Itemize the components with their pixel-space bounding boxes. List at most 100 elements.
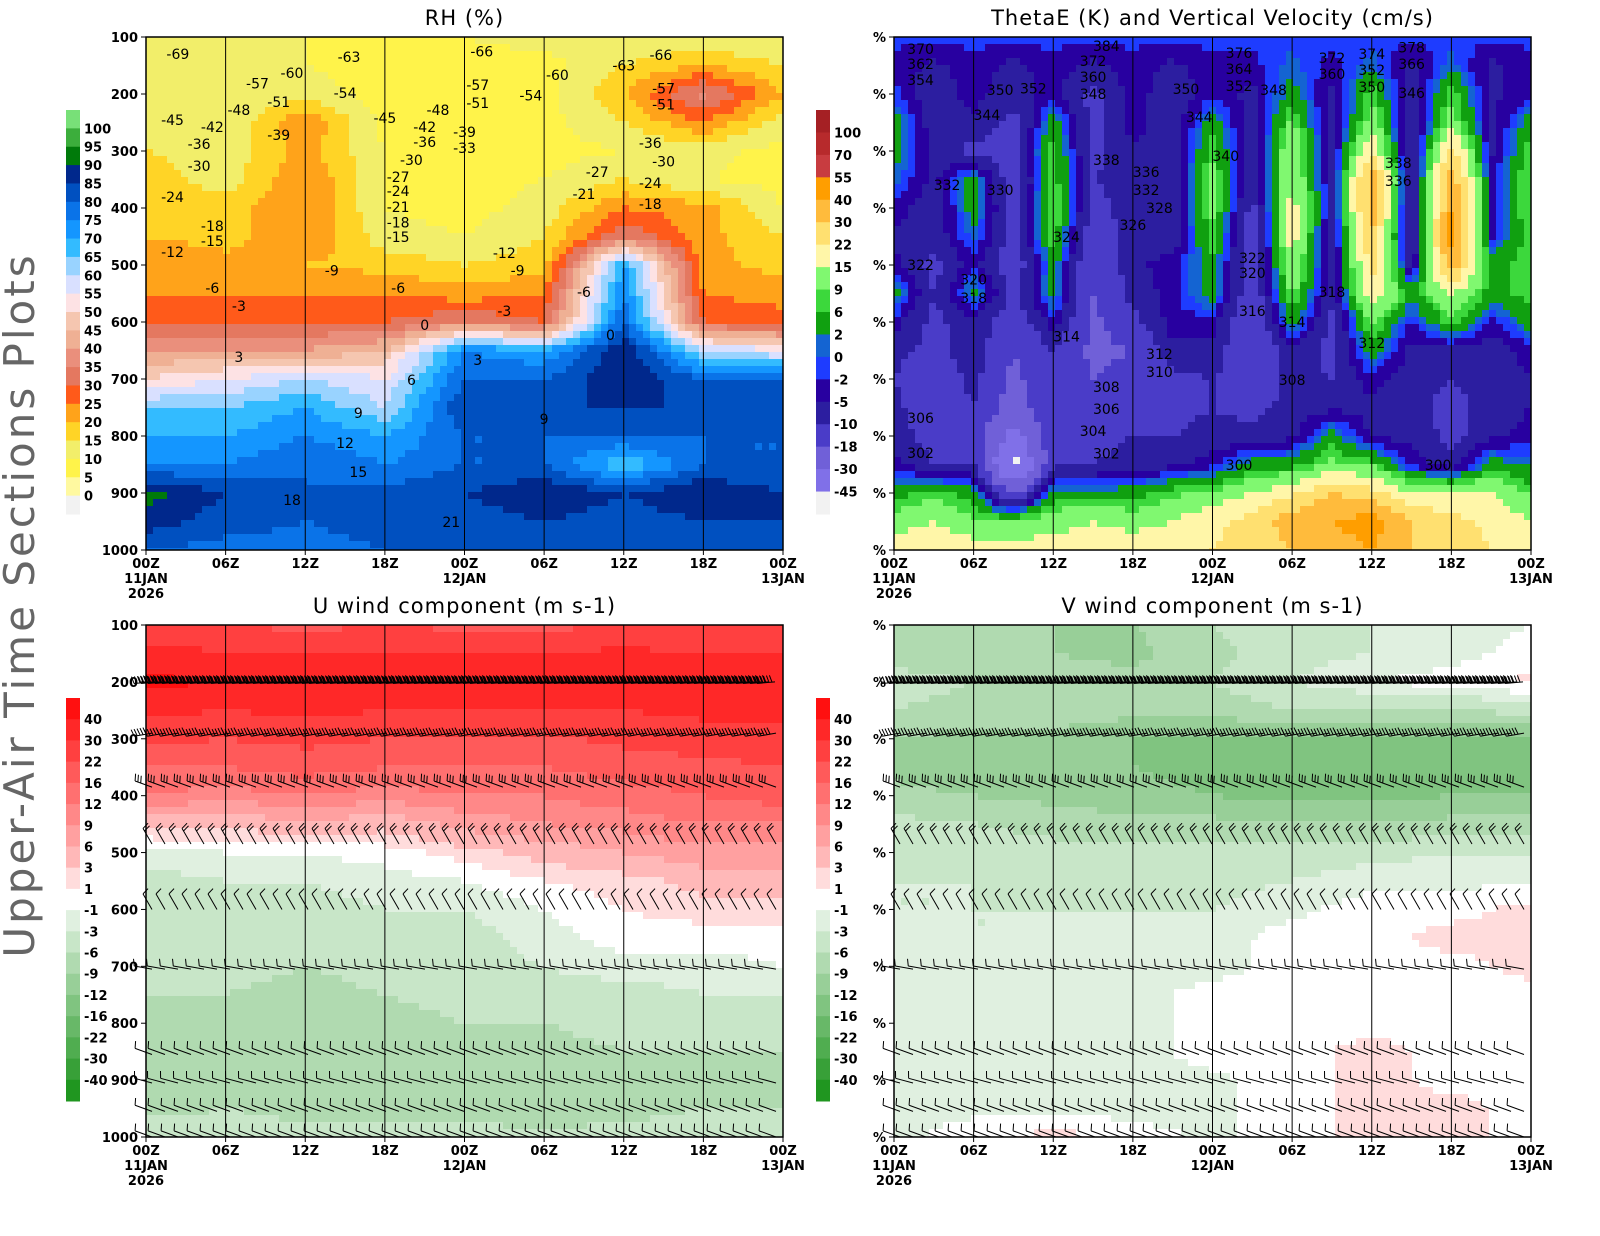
field-cell	[391, 415, 399, 423]
field-cell	[531, 93, 539, 101]
field-cell	[405, 93, 413, 101]
field-cell	[405, 310, 413, 318]
field-cell	[727, 184, 735, 192]
field-cell	[321, 51, 329, 59]
field-cell	[622, 254, 630, 262]
field-cell	[699, 380, 707, 388]
field-cell	[643, 205, 651, 213]
field-cell	[174, 366, 182, 374]
field-cell	[762, 198, 770, 206]
field-cell	[615, 366, 623, 374]
field-cell	[433, 303, 441, 311]
field-cell	[433, 226, 441, 234]
field-cell	[531, 51, 539, 59]
field-cell	[391, 345, 399, 353]
field-cell	[167, 282, 175, 290]
field-cell	[272, 72, 280, 80]
field-cell	[482, 394, 490, 402]
field-cell	[356, 93, 364, 101]
field-cell	[643, 408, 651, 416]
field-cell	[692, 366, 700, 374]
field-cell	[181, 149, 189, 157]
field-cell	[363, 331, 371, 339]
field-cell	[741, 352, 749, 360]
field-cell	[342, 100, 350, 108]
field-cell	[769, 233, 777, 241]
field-cell	[566, 240, 574, 248]
field-cell	[664, 331, 672, 339]
field-cell	[517, 387, 525, 395]
field-cell	[706, 114, 714, 122]
field-cell	[167, 387, 175, 395]
field-cell	[195, 177, 203, 185]
field-cell	[370, 408, 378, 416]
field-cell	[321, 184, 329, 192]
field-cell	[251, 289, 259, 297]
field-cell	[188, 100, 196, 108]
field-cell	[489, 100, 497, 108]
field-cell	[685, 268, 693, 276]
field-cell	[314, 142, 322, 150]
field-cell	[762, 212, 770, 220]
field-cell	[391, 310, 399, 318]
field-cell	[762, 359, 770, 367]
field-cell	[433, 121, 441, 129]
field-cell	[258, 415, 266, 423]
field-cell	[342, 44, 350, 52]
field-cell	[167, 72, 175, 80]
field-cell	[454, 156, 462, 164]
field-cell	[405, 282, 413, 290]
field-cell	[412, 65, 420, 73]
field-cell	[748, 366, 756, 374]
field-cell	[510, 310, 518, 318]
field-cell	[650, 149, 658, 157]
field-cell	[475, 177, 483, 185]
field-cell	[188, 310, 196, 318]
field-cell	[426, 226, 434, 234]
field-cell	[314, 170, 322, 178]
field-cell	[335, 93, 343, 101]
field-cell	[538, 380, 546, 388]
field-cell	[335, 86, 343, 94]
field-cell	[251, 415, 259, 423]
field-cell	[538, 331, 546, 339]
field-cell	[524, 121, 532, 129]
field-cell	[426, 205, 434, 213]
field-cell	[475, 345, 483, 353]
field-cell	[328, 345, 336, 353]
field-cell	[440, 247, 448, 255]
field-cell	[615, 121, 623, 129]
field-cell	[699, 247, 707, 255]
field-cell	[216, 380, 224, 388]
field-cell	[692, 401, 700, 409]
field-cell	[538, 79, 546, 87]
field-cell	[195, 296, 203, 304]
field-cell	[692, 247, 700, 255]
field-cell	[531, 233, 539, 241]
field-cell	[251, 149, 259, 157]
field-cell	[412, 226, 420, 234]
field-cell	[664, 275, 672, 283]
field-cell	[769, 275, 777, 283]
field-cell	[664, 128, 672, 136]
field-cell	[286, 310, 294, 318]
field-cell	[748, 58, 756, 66]
field-cell	[181, 100, 189, 108]
field-cell	[601, 296, 609, 304]
field-cell	[398, 226, 406, 234]
field-cell	[762, 268, 770, 276]
field-cell	[510, 261, 518, 269]
field-cell	[188, 303, 196, 311]
field-cell	[349, 184, 357, 192]
field-cell	[293, 254, 301, 262]
field-cell	[517, 303, 525, 311]
field-cell	[167, 233, 175, 241]
field-cell	[496, 177, 504, 185]
field-cell	[237, 352, 245, 360]
field-cell	[398, 177, 406, 185]
field-cell	[230, 72, 238, 80]
field-cell	[475, 401, 483, 409]
field-cell	[258, 114, 266, 122]
field-cell	[629, 345, 637, 353]
field-cell	[643, 114, 651, 122]
